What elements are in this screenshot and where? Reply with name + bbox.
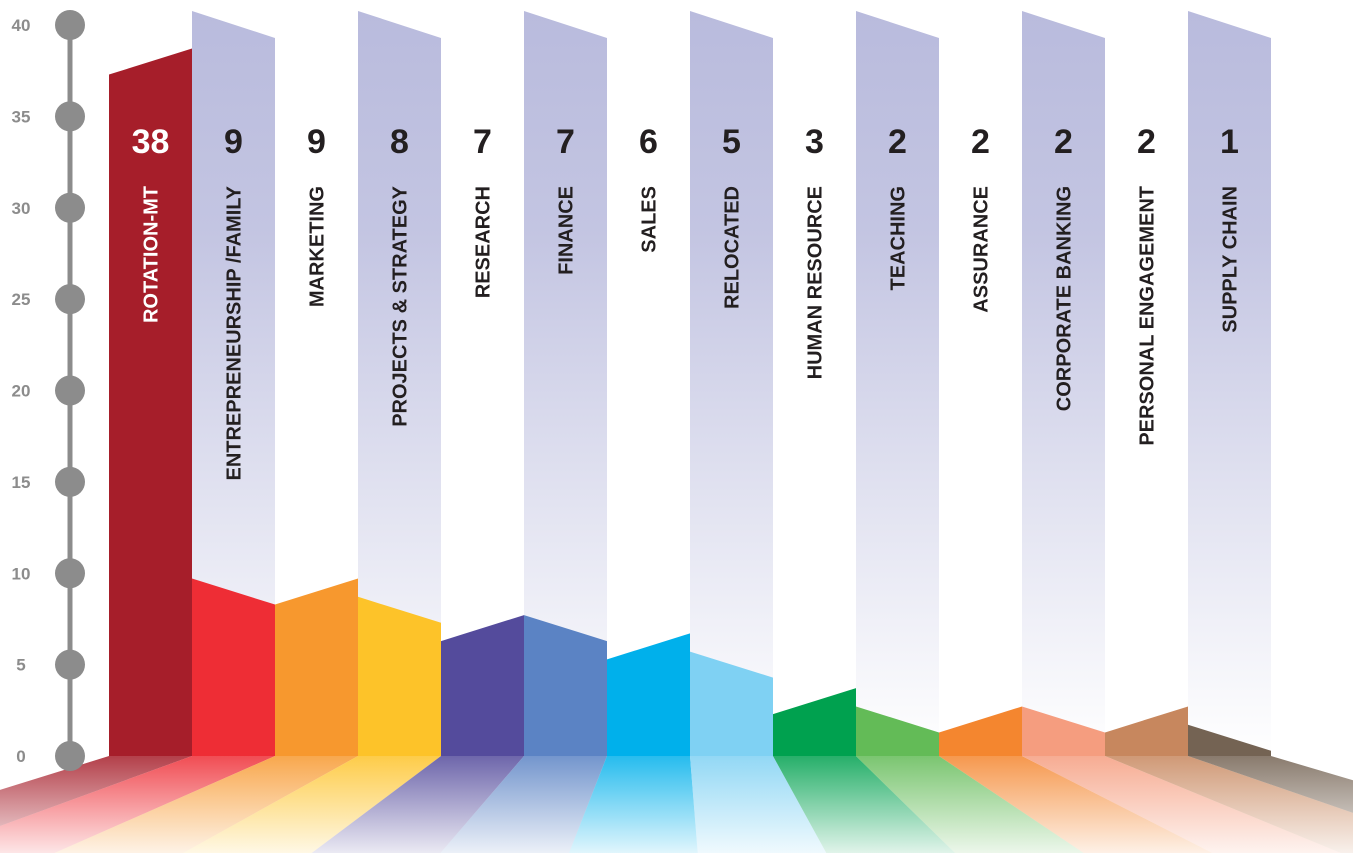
- y-tick-marker-35: [55, 101, 85, 132]
- bar-projects-strategy: [358, 596, 441, 756]
- y-tick-marker-30: [55, 192, 85, 223]
- value-label-relocated: 5: [722, 123, 741, 161]
- bar-corporate-banking: [1022, 706, 1105, 756]
- floor-sales: [569, 756, 698, 853]
- bar-sales: [607, 633, 690, 756]
- category-label-assurance: ASSURANCE: [971, 186, 993, 313]
- value-label-personal-engagement: 2: [1137, 123, 1156, 161]
- category-label-finance: FINANCE: [556, 186, 578, 275]
- column-bg-projects-strategy: [358, 11, 441, 756]
- floor-rotation-mt: [0, 756, 192, 826]
- floor-marketing: [54, 756, 358, 853]
- y-tick-marker-15: [55, 466, 85, 497]
- y-tick-marker-25: [55, 284, 85, 315]
- category-label-teaching: TEACHING: [888, 186, 910, 290]
- value-label-assurance: 2: [971, 123, 990, 161]
- value-label-corporate-banking: 2: [1054, 123, 1073, 161]
- value-label-projects-strategy: 8: [390, 123, 409, 161]
- value-label-supply-chain: 1: [1220, 123, 1239, 161]
- column-bg-finance: [524, 11, 607, 756]
- column-bg-entrepreneurship-family: [192, 11, 275, 756]
- value-label-sales: 6: [639, 123, 658, 161]
- bar-research: [441, 615, 524, 756]
- category-label-relocated: RELOCATED: [722, 186, 744, 309]
- category-label-entrepreneurship-family: ENTREPRENEURSHIP /FAMILY: [224, 185, 246, 480]
- bar-human-resource: [773, 688, 856, 756]
- bars: [109, 48, 1271, 757]
- y-tick-label-35: 35: [12, 107, 31, 126]
- y-tick-label-0: 0: [16, 747, 25, 766]
- bar-marketing: [275, 578, 358, 756]
- floor-assurance: [939, 756, 1213, 853]
- y-tick-label-15: 15: [12, 473, 31, 492]
- category-label-marketing: MARKETING: [307, 186, 329, 307]
- value-label-human-resource: 3: [805, 123, 824, 161]
- category-label-human-resource: HUMAN RESOURCE: [805, 186, 827, 379]
- value-label-marketing: 9: [307, 123, 326, 161]
- bar-personal-engagement: [1105, 706, 1188, 756]
- bar-assurance: [939, 706, 1022, 756]
- y-tick-marker-20: [55, 375, 85, 406]
- floor-research: [311, 756, 524, 853]
- bar-rotation-mt: [109, 48, 192, 757]
- category-label-rotation-mt: ROTATION-MT: [141, 186, 163, 323]
- bar-finance: [524, 615, 607, 756]
- value-label-research: 7: [473, 123, 492, 161]
- category-label-corporate-banking: CORPORATE BANKING: [1054, 186, 1076, 411]
- y-tick-label-25: 25: [12, 290, 31, 309]
- value-label-teaching: 2: [888, 123, 907, 161]
- floor-human-resource: [773, 756, 955, 853]
- floor-projects-strategy: [183, 756, 441, 853]
- floor-entrepreneurship-family: [0, 756, 275, 853]
- y-tick-label-30: 30: [12, 199, 31, 218]
- y-tick-marker-5: [55, 649, 85, 680]
- floor-relocated: [690, 756, 827, 853]
- y-axis: 0 5 10 15 20 25 30 35 40: [12, 10, 85, 771]
- bar-supply-chain: [1188, 724, 1271, 756]
- bar-relocated: [690, 651, 773, 756]
- bar-entrepreneurship-family: [192, 578, 275, 756]
- y-tick-marker-10: [55, 558, 85, 589]
- bar-teaching: [856, 706, 939, 756]
- floor-corporate-banking: [1022, 756, 1341, 853]
- y-tick-label-10: 10: [12, 564, 31, 583]
- column-bg-relocated: [690, 11, 773, 756]
- category-label-projects-strategy: PROJECTS & STRATEGY: [390, 185, 412, 426]
- y-tick-marker-40: [55, 10, 85, 40]
- floor-reflections: [0, 756, 1353, 853]
- y-tick-marker-0: [55, 741, 85, 771]
- column-bg-corporate-banking: [1022, 11, 1105, 756]
- y-tick-label-40: 40: [12, 16, 31, 35]
- y-tick-label-5: 5: [16, 656, 25, 675]
- category-label-personal-engagement: PERSONAL ENGAGEMENT: [1137, 186, 1159, 446]
- floor-finance: [440, 756, 607, 853]
- floor-supply-chain: [1188, 756, 1353, 813]
- y-tick-label-20: 20: [12, 382, 31, 401]
- category-label-supply-chain: SUPPLY CHAIN: [1220, 186, 1242, 333]
- value-label-entrepreneurship-family: 9: [224, 123, 243, 161]
- floor-teaching: [856, 756, 1084, 853]
- column-backgrounds: [192, 11, 1271, 756]
- floor-personal-engagement: [1105, 756, 1353, 853]
- column-bg-supply-chain: [1188, 11, 1271, 756]
- category-label-sales: SALES: [639, 186, 661, 253]
- value-label-finance: 7: [556, 123, 575, 161]
- category-label-research: RESEARCH: [473, 186, 495, 298]
- column-bg-teaching: [856, 11, 939, 756]
- value-label-rotation-mt: 38: [132, 123, 170, 161]
